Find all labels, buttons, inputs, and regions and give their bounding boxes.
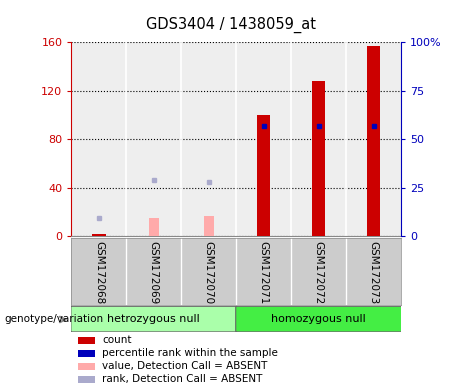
Bar — [77, 336, 95, 344]
Bar — [257, 115, 271, 236]
Text: GSM172068: GSM172068 — [94, 242, 104, 305]
Text: count: count — [102, 335, 131, 345]
Bar — [149, 218, 159, 236]
Bar — [77, 376, 95, 382]
Text: homozygous null: homozygous null — [271, 314, 366, 324]
Bar — [312, 81, 325, 236]
Text: GDS3404 / 1438059_at: GDS3404 / 1438059_at — [146, 17, 315, 33]
Text: genotype/variation: genotype/variation — [5, 314, 104, 324]
Bar — [204, 215, 213, 236]
Text: GSM172072: GSM172072 — [313, 242, 324, 305]
FancyBboxPatch shape — [71, 306, 237, 332]
Bar — [77, 362, 95, 369]
Text: GSM172073: GSM172073 — [369, 242, 378, 305]
Text: rank, Detection Call = ABSENT: rank, Detection Call = ABSENT — [102, 374, 262, 384]
Text: percentile rank within the sample: percentile rank within the sample — [102, 348, 278, 358]
Text: value, Detection Call = ABSENT: value, Detection Call = ABSENT — [102, 361, 267, 371]
Text: GSM172070: GSM172070 — [204, 242, 214, 305]
Text: GSM172071: GSM172071 — [259, 242, 269, 305]
Bar — [367, 46, 380, 236]
Text: GSM172069: GSM172069 — [149, 242, 159, 305]
FancyBboxPatch shape — [236, 306, 402, 332]
Bar — [92, 234, 106, 236]
Bar — [77, 349, 95, 356]
Text: hetrozygous null: hetrozygous null — [107, 314, 200, 324]
